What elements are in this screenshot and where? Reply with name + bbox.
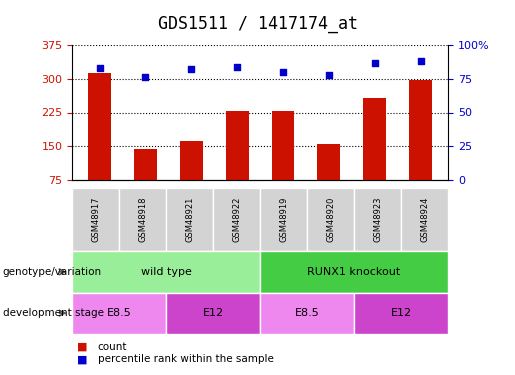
Text: ■: ■: [77, 354, 88, 364]
Bar: [88, 74, 111, 214]
Bar: [363, 98, 386, 214]
Text: GSM48922: GSM48922: [232, 196, 241, 242]
Bar: [271, 111, 295, 214]
Text: GSM48919: GSM48919: [279, 196, 288, 242]
Text: GSM48923: GSM48923: [373, 196, 382, 242]
Bar: [317, 144, 340, 214]
Bar: [226, 111, 249, 214]
Text: count: count: [98, 342, 127, 352]
Text: GSM48921: GSM48921: [185, 196, 194, 242]
Text: GDS1511 / 1417174_at: GDS1511 / 1417174_at: [158, 15, 357, 33]
Text: RUNX1 knockout: RUNX1 knockout: [307, 267, 401, 277]
Point: [187, 66, 195, 72]
Text: E8.5: E8.5: [107, 308, 131, 318]
Text: genotype/variation: genotype/variation: [3, 267, 101, 277]
Text: GSM48920: GSM48920: [326, 196, 335, 242]
Bar: [409, 80, 432, 214]
Text: GSM48917: GSM48917: [91, 196, 100, 242]
Text: GSM48924: GSM48924: [420, 196, 429, 242]
Bar: [134, 149, 157, 214]
Text: E12: E12: [390, 308, 411, 318]
Text: GSM48918: GSM48918: [138, 196, 147, 242]
Text: development stage: development stage: [3, 308, 104, 318]
Point: [95, 65, 104, 71]
Point: [325, 72, 333, 78]
Point: [233, 64, 241, 70]
Text: ■: ■: [77, 342, 88, 352]
Text: percentile rank within the sample: percentile rank within the sample: [98, 354, 274, 364]
Point: [141, 74, 149, 80]
Text: E8.5: E8.5: [295, 308, 319, 318]
Point: [371, 60, 379, 66]
Point: [417, 58, 425, 64]
Bar: [180, 141, 203, 214]
Point: [279, 69, 287, 75]
Text: E12: E12: [202, 308, 224, 318]
Text: wild type: wild type: [141, 267, 192, 277]
